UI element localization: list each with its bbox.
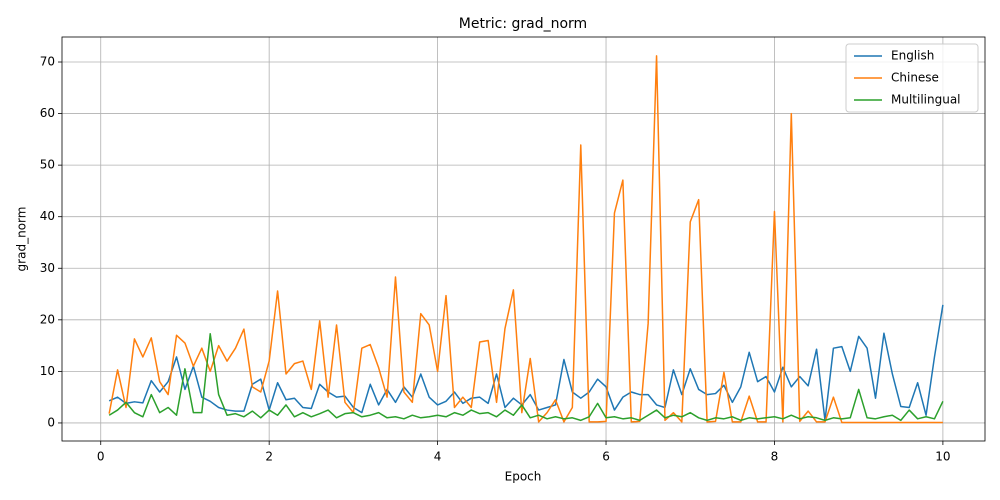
y-tick-label: 20 [40, 312, 55, 326]
legend-box [845, 43, 979, 113]
legend-label: Chinese [891, 71, 939, 85]
x-tick-label: 10 [935, 450, 950, 464]
legend: English Chinese Multilingual [845, 43, 979, 113]
y-tick-label: 50 [40, 158, 55, 172]
chart-title: Metric: grad_norm [459, 16, 587, 32]
y-axis-label: grad_norm [15, 207, 29, 272]
x-tick-label: 6 [602, 450, 610, 464]
y-tick-label: 10 [40, 364, 55, 378]
plot-frame [61, 36, 986, 442]
x-axis-label: Epoch [505, 470, 542, 484]
series-line [108, 333, 944, 422]
y-tick-label: 60 [40, 106, 55, 120]
series-line [108, 55, 943, 424]
x-tick-label: 4 [434, 450, 442, 464]
x-tick-label: 2 [265, 450, 273, 464]
y-tick-label: 40 [40, 209, 55, 223]
legend-label: English [891, 49, 934, 63]
y-tick-label: 70 [40, 55, 55, 69]
y-tick-label: 30 [40, 261, 55, 275]
x-tick-label: 0 [97, 450, 105, 464]
legend-label: Multilingual [891, 93, 961, 107]
x-tick-label: 8 [771, 450, 779, 464]
y-tick-label: 0 [47, 415, 55, 429]
series-line [108, 304, 944, 422]
